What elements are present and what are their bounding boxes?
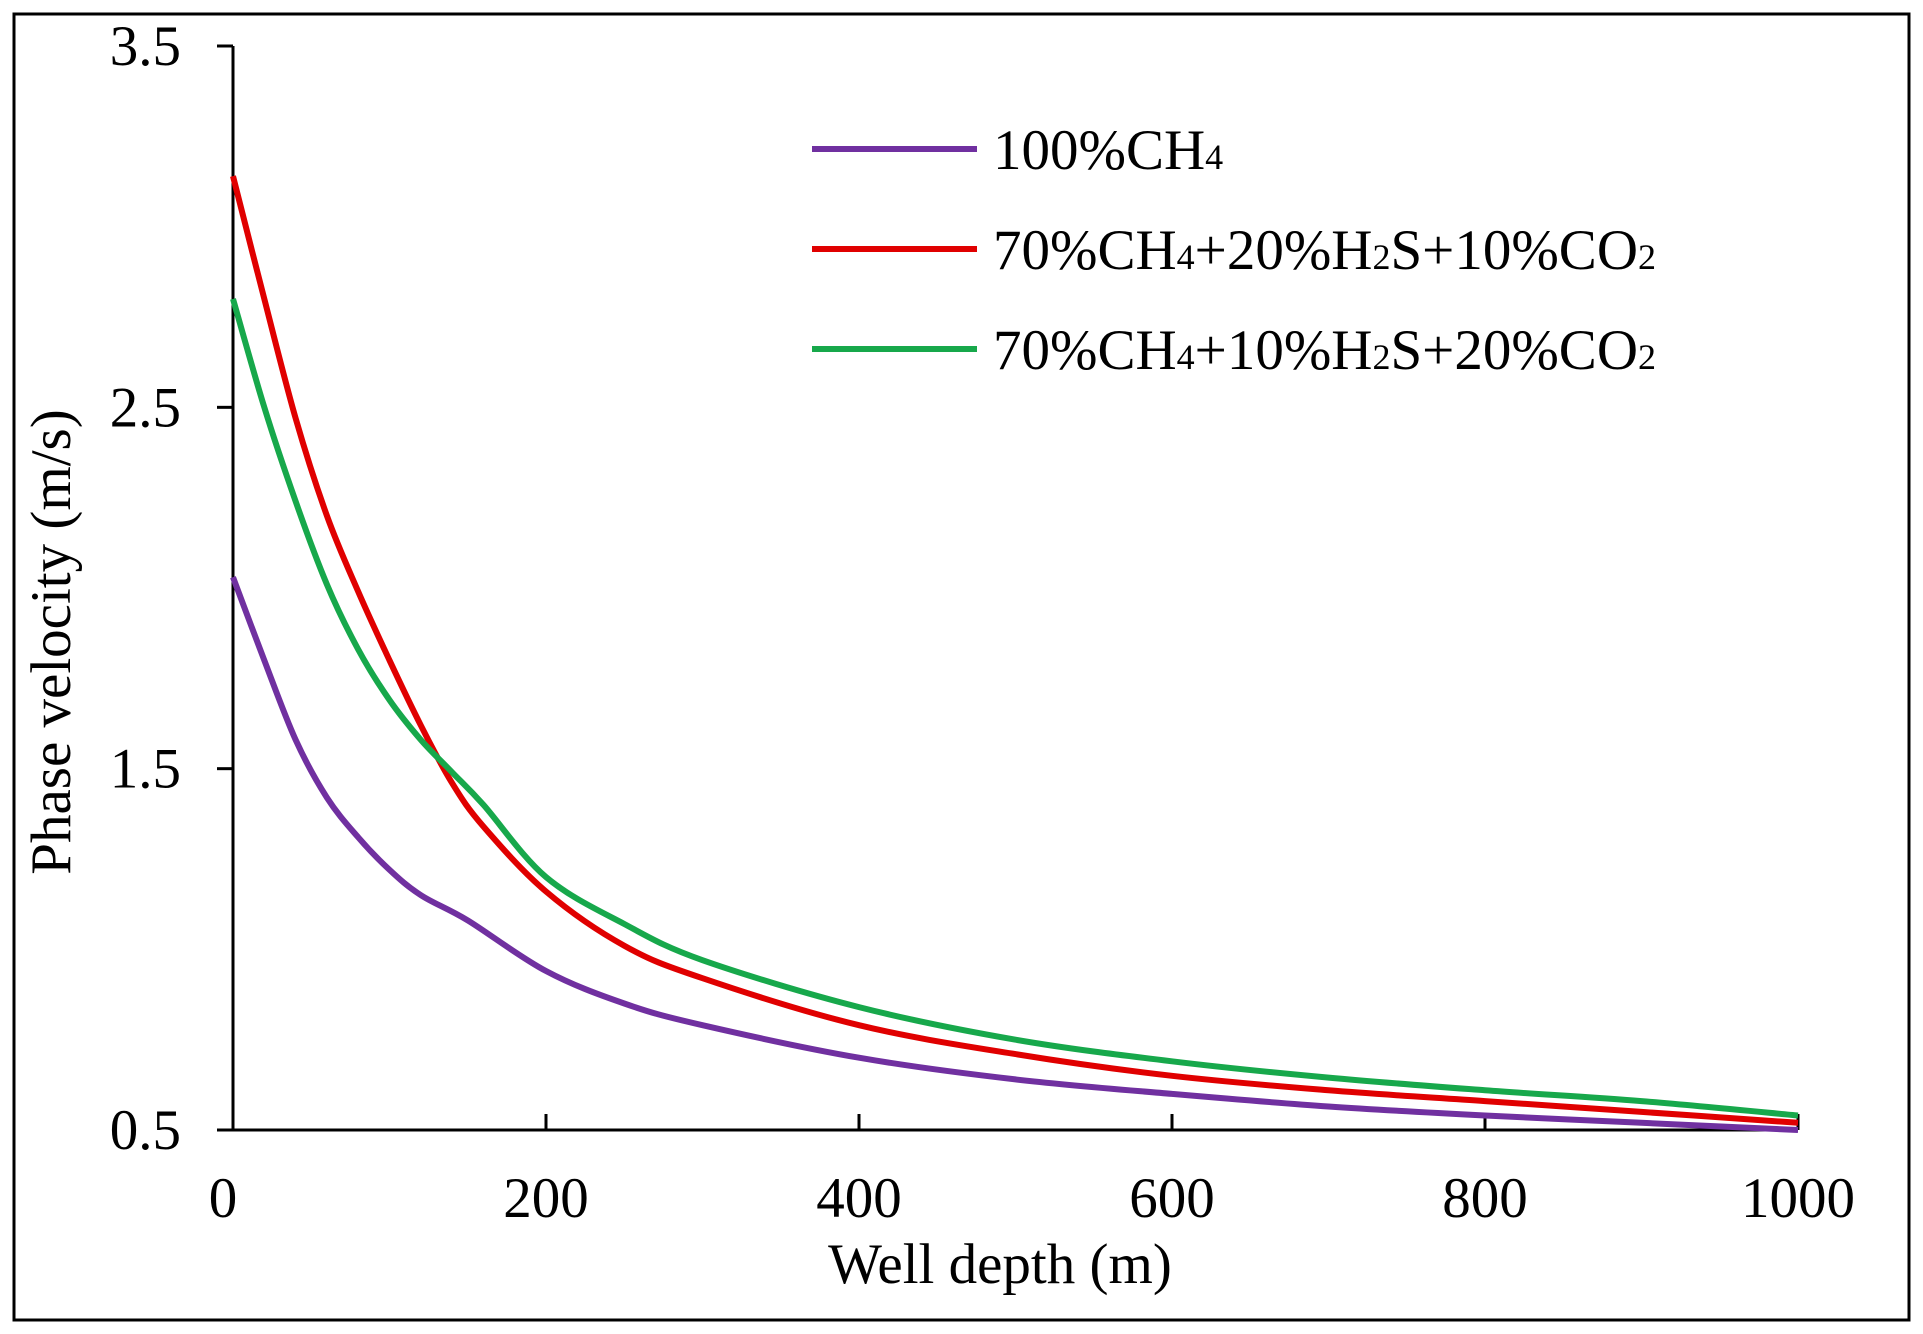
legend-label: 100%CH4 bbox=[993, 119, 1223, 182]
series-h2s10-line bbox=[230, 298, 1799, 1119]
series-h2s20-line bbox=[230, 175, 1799, 1126]
x-tick-label: 0 bbox=[209, 1167, 238, 1230]
y-tick-label: 3.5 bbox=[110, 15, 181, 78]
legend-item-h2s20: 70%CH4+20%H2S+10%CO2 bbox=[812, 219, 1656, 282]
y-tick-label: 0.5 bbox=[110, 1099, 181, 1162]
y-tick-label: 1.5 bbox=[110, 738, 181, 801]
series-layer bbox=[230, 175, 1799, 1133]
x-tick-label: 1000 bbox=[1741, 1167, 1855, 1230]
legend-label: 70%CH4+10%H2S+20%CO2 bbox=[993, 319, 1656, 382]
x-tick-label: 400 bbox=[816, 1167, 902, 1230]
figure-border bbox=[12, 12, 1911, 1322]
legend-item-ch4: 100%CH4 bbox=[812, 119, 1223, 182]
legend-label: 70%CH4+20%H2S+10%CO2 bbox=[993, 219, 1656, 282]
x-axis-label: Well depth (m) bbox=[828, 1233, 1172, 1296]
x-tick-label: 600 bbox=[1129, 1167, 1215, 1230]
x-tick-label: 800 bbox=[1442, 1167, 1528, 1230]
axes: 0.5 1.5 2.5 3.5 0 200 400 600 800 1000 bbox=[110, 15, 1855, 1230]
x-tick-label: 200 bbox=[503, 1167, 589, 1230]
legend: 100%CH4 70%CH4+20%H2S+10%CO2 70%CH4+10%H2S… bbox=[812, 119, 1656, 382]
series-ch4-line bbox=[230, 576, 1799, 1133]
y-tick-label: 2.5 bbox=[110, 376, 181, 439]
legend-item-h2s10: 70%CH4+10%H2S+20%CO2 bbox=[812, 319, 1656, 382]
y-axis-label: Phase velocity (m/s) bbox=[20, 409, 83, 874]
